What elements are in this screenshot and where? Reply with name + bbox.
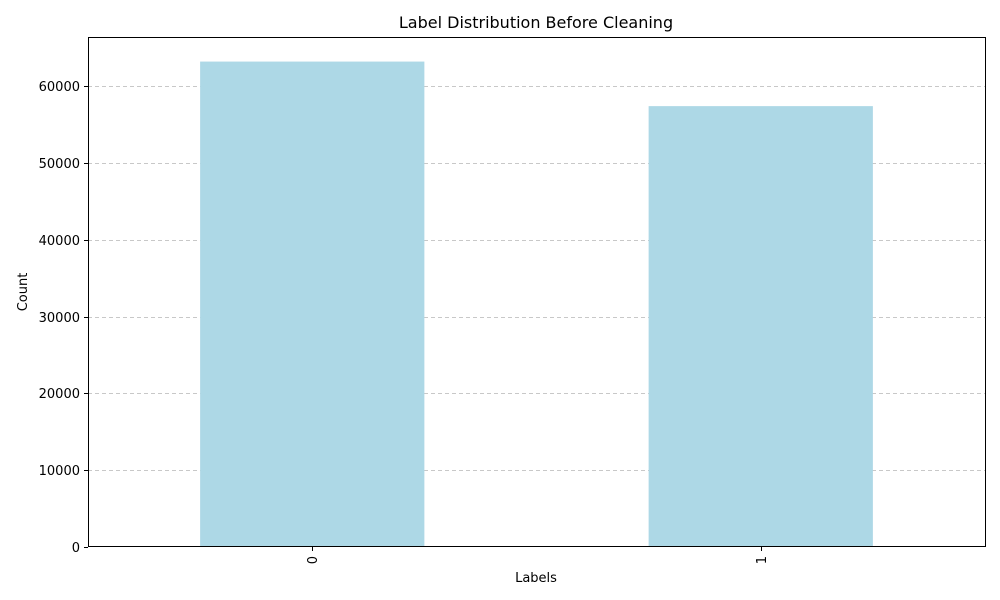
x-tick-label: 1 (755, 556, 770, 564)
plot-frame (88, 37, 986, 547)
bar-0 (200, 61, 425, 548)
y-tick-label: 50000 (39, 157, 80, 172)
bar-1 (648, 106, 873, 548)
y-axis-label: Count (16, 273, 31, 312)
bar-layer (200, 61, 873, 548)
y-tick-label: 60000 (39, 80, 80, 95)
y-tick-label: 30000 (39, 311, 80, 326)
x-axis-label: Labels (515, 571, 557, 586)
y-tick-label: 0 (72, 541, 80, 556)
y-tick-label: 40000 (39, 234, 80, 249)
y-tick-label: 10000 (39, 464, 80, 479)
chart-title: Label Distribution Before Cleaning (399, 13, 673, 32)
x-tick-label: 0 (306, 556, 321, 564)
y-tick-label: 20000 (39, 387, 80, 402)
y-axis-ticks: 0 10000 20000 30000 40000 50000 60000 (39, 80, 88, 556)
